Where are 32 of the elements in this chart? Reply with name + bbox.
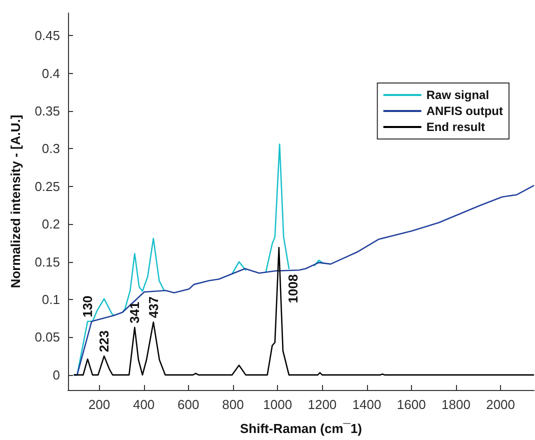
y-tick-label: 0.25 [34,178,60,194]
x-tick-label: 1800 [442,397,470,412]
x-tick-label: 400 [132,397,155,412]
y-tick-label: 0.2 [42,216,60,232]
x-tick-label: 2000 [486,397,516,412]
x-tick-label: 600 [178,397,200,412]
y-tick-label: 0.45 [34,28,60,44]
legend-label: End result [426,120,486,134]
legend-label: ANFIS output [426,104,504,118]
line-series [74,246,534,376]
annotation: 1008 [285,274,300,304]
legend-label: Raw signal [426,88,490,102]
annotation: 341 [127,302,142,324]
x-tick-label: 800 [222,397,244,412]
annotation: 130 [80,296,96,318]
x-axis-title: Shift-Raman (cm¯1) [240,421,362,436]
y-tick-label: 0.4 [42,66,60,81]
y-tick-label: 0.05 [34,330,60,345]
y-tick-label: 0.3 [42,141,60,156]
y-tick-label: 0.35 [34,104,60,119]
x-tick-label: 1400 [352,397,382,412]
x-tick-label: 200 [88,397,110,412]
annotation: 223 [96,330,112,352]
y-axis-title: Normalized intensity - [A.U.] [8,114,23,288]
y-tick-label: 0 [52,367,60,382]
line-series [74,185,534,376]
x-tick-label: 1200 [308,397,337,412]
y-tick-label: 0.1 [42,292,60,308]
annotation: 437 [146,296,161,318]
x-tick-label: 1000 [263,397,292,412]
y-tick-label: 0.15 [34,254,60,270]
x-tick-label: 1600 [396,397,426,412]
